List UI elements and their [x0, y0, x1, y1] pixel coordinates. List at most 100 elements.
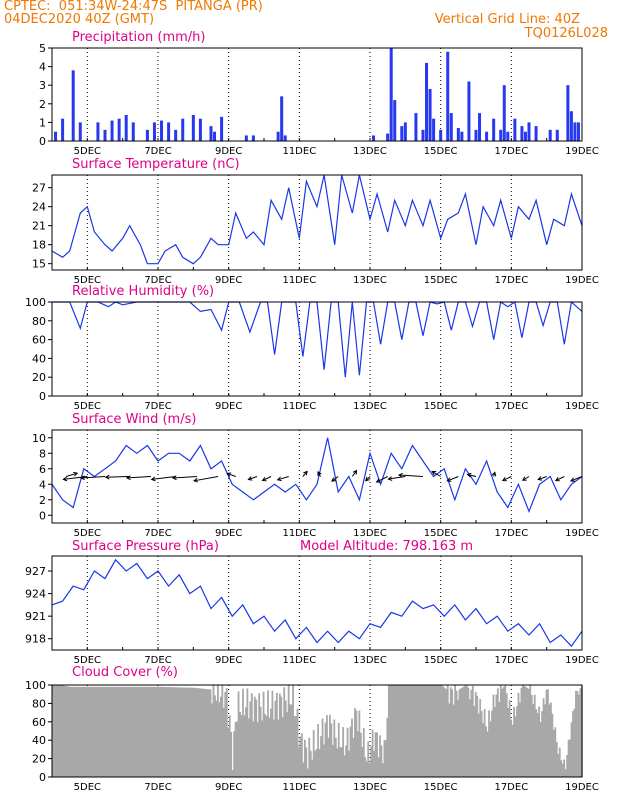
cloud-bar: [373, 750, 376, 777]
cloud-bar: [293, 716, 296, 777]
cloud-bar: [62, 685, 65, 777]
cloud-bar: [502, 686, 505, 777]
panel-title: Cloud Cover (%): [72, 665, 178, 680]
wind-arrow-head: [537, 476, 543, 481]
cloud-bar: [395, 685, 398, 777]
cloud-bar: [337, 722, 340, 777]
cloud-bar: [236, 721, 238, 777]
y-tick-label: 15: [32, 258, 46, 271]
cloud-bar: [265, 715, 268, 777]
wind-arrow-head: [397, 472, 403, 478]
cloud-bar: [215, 700, 218, 777]
cloud-bar: [485, 726, 487, 777]
y-tick-label: 927: [25, 565, 46, 578]
x-tick-label: 13DEC: [353, 275, 387, 286]
cloud-bar: [386, 717, 389, 777]
precip-bar: [474, 129, 478, 141]
x-tick-label: 5DEC: [74, 528, 101, 539]
cloud-bar: [382, 763, 384, 777]
cloud-bar: [71, 686, 73, 777]
cloud-bar: [407, 685, 409, 777]
precip-bar: [400, 126, 404, 141]
cloud-bar: [377, 757, 380, 777]
cloud-bar: [234, 722, 237, 777]
cloud-bar: [230, 731, 233, 777]
wind-arrow: [105, 476, 130, 478]
precip-bar: [576, 122, 580, 141]
precip-bar: [460, 131, 464, 141]
panel-title: Surface Wind (m/s): [72, 412, 196, 427]
panel-frame: [51, 47, 583, 142]
cloud-bar: [410, 685, 412, 777]
y-tick-label: 60: [32, 334, 46, 347]
cloud-bar: [72, 686, 75, 777]
y-tick-label: 18: [32, 239, 46, 252]
cloud-bar: [231, 770, 234, 777]
cloud-bar: [267, 690, 269, 777]
cloud-bar: [206, 689, 209, 777]
cloud-bar: [177, 687, 180, 777]
cloud-bar: [328, 714, 331, 777]
y-tick-label: 40: [32, 352, 46, 365]
header-right-1: Vertical Grid Line: 40Z: [434, 12, 580, 27]
cloud-bar: [240, 715, 243, 777]
cloud-bar: [466, 685, 468, 777]
cloud-bar: [535, 709, 538, 777]
precip-bar: [124, 114, 128, 141]
cloud-bar: [65, 686, 68, 777]
y-tick-label: 21: [32, 220, 46, 233]
cloud-bar: [172, 687, 175, 777]
cloud-bar: [544, 704, 546, 777]
precip-bar: [506, 131, 510, 141]
cloud-bar: [296, 708, 299, 777]
cloud-bar: [124, 686, 126, 777]
cloud-bar: [452, 704, 455, 777]
cloud-bar: [323, 744, 325, 777]
cloud-bar: [74, 686, 76, 777]
x-tick-label: 15DEC: [424, 401, 458, 412]
x-tick-label: 7DEC: [144, 528, 171, 539]
cloud-bar: [461, 687, 464, 777]
cloud-bar: [221, 685, 224, 777]
cloud-bar: [52, 685, 54, 777]
precip-bar: [573, 122, 577, 141]
precip-bar: [61, 118, 65, 141]
precip-bar: [485, 131, 489, 141]
x-tick-label: 13DEC: [353, 782, 387, 793]
precip-bar: [96, 122, 100, 141]
x-tick-label: 5DEC: [74, 655, 101, 666]
cloud-bar: [477, 713, 480, 777]
wind-arrow: [555, 476, 565, 482]
cloud-bar: [77, 686, 79, 777]
cloud-bar: [246, 688, 249, 777]
cloud-bar: [242, 688, 244, 777]
cloud-bar: [156, 686, 159, 777]
wind-arrow-head: [303, 470, 308, 476]
x-tick-label: 7DEC: [144, 146, 171, 157]
cloud-bar: [563, 759, 566, 777]
wind-arrow-head: [193, 477, 199, 483]
cloud-bar: [141, 686, 144, 777]
cloud-bar: [414, 685, 417, 777]
cloud-bar: [368, 762, 371, 777]
x-tick-label: 5DEC: [74, 401, 101, 412]
cloud-bar: [374, 732, 377, 777]
wind-arrow-head: [104, 474, 110, 480]
cloud-bar: [570, 722, 573, 777]
cloud-bar: [468, 699, 471, 777]
cloud-bar: [81, 686, 84, 777]
wind-arrow-head: [446, 477, 452, 482]
cloud-bar: [558, 747, 561, 777]
cloud-bar: [421, 685, 424, 777]
cloud-bar: [486, 731, 489, 777]
precip-bar: [527, 122, 531, 141]
cloud-bar: [489, 721, 492, 777]
cloud-bar: [495, 694, 498, 777]
x-tick-label: 15DEC: [424, 275, 458, 286]
cloud-bar: [227, 727, 230, 777]
cloud-bar: [140, 686, 143, 777]
precip-bar: [428, 88, 432, 141]
cloud-bar: [134, 686, 137, 777]
x-tick-label: 11DEC: [282, 782, 316, 793]
precip-bar: [117, 118, 121, 141]
